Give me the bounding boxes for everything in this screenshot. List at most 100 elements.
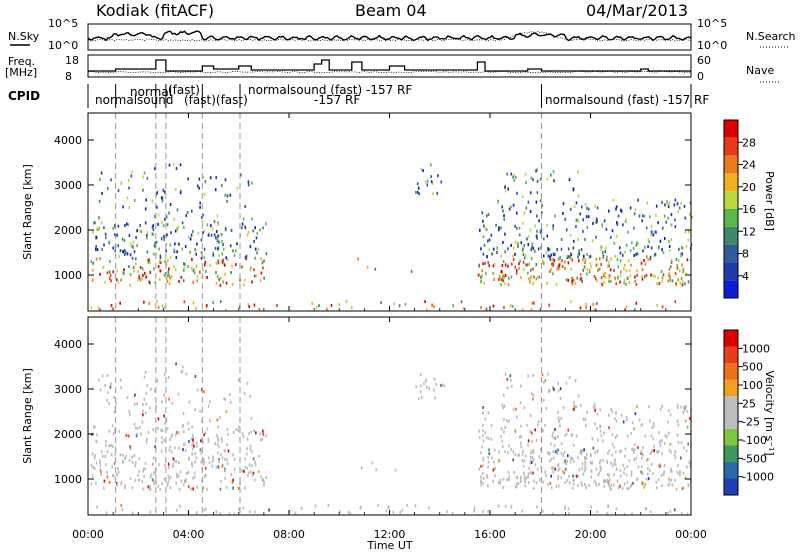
data-cell xyxy=(237,378,240,382)
data-cell xyxy=(257,470,260,473)
data-cell xyxy=(190,437,193,441)
data-cell xyxy=(102,265,105,269)
data-cell xyxy=(425,378,427,382)
data-cell xyxy=(677,423,680,427)
data-cell xyxy=(599,465,602,469)
data-cell xyxy=(522,464,525,468)
data-cell xyxy=(569,300,572,304)
data-cell xyxy=(641,472,644,475)
data-cell xyxy=(254,510,256,514)
data-cell xyxy=(157,213,160,217)
data-cell xyxy=(547,254,550,258)
data-cell xyxy=(490,423,493,427)
data-cell xyxy=(647,472,649,476)
data-cell xyxy=(606,461,609,464)
data-cell xyxy=(577,474,579,478)
data-cell xyxy=(523,477,526,481)
data-cell xyxy=(183,300,186,304)
data-cell xyxy=(577,253,580,257)
data-cell xyxy=(625,218,627,222)
data-cell xyxy=(599,459,602,463)
power-heatmap xyxy=(90,162,693,312)
data-cell xyxy=(122,453,124,457)
data-cell xyxy=(654,274,656,278)
data-cell xyxy=(552,252,555,256)
data-cell xyxy=(255,274,258,278)
data-cell xyxy=(550,474,552,478)
data-cell xyxy=(112,432,115,436)
data-cell xyxy=(503,418,505,422)
data-cell xyxy=(198,177,201,181)
data-cell xyxy=(545,406,548,410)
data-cell xyxy=(635,456,637,460)
data-cell xyxy=(142,487,144,491)
data-cell xyxy=(182,423,184,427)
data-cell xyxy=(682,486,685,490)
data-cell xyxy=(581,258,584,262)
data-cell xyxy=(584,483,586,486)
data-cell xyxy=(567,507,570,511)
data-cell xyxy=(536,168,539,172)
data-cell xyxy=(494,448,496,452)
noise-tick-left-top: 10^5 xyxy=(48,17,78,30)
data-cell xyxy=(127,434,130,438)
data-cell xyxy=(482,481,484,485)
data-cell xyxy=(535,439,538,442)
data-cell xyxy=(557,264,559,268)
data-cell xyxy=(159,256,162,260)
data-cell xyxy=(133,250,136,254)
data-cell xyxy=(251,217,253,221)
data-cell xyxy=(490,437,493,441)
data-cell xyxy=(636,273,638,277)
data-cell xyxy=(581,483,583,487)
data-cell xyxy=(480,464,482,468)
data-cell xyxy=(674,225,677,229)
data-cell xyxy=(265,434,267,438)
freq-label-2: [MHz] xyxy=(5,66,37,79)
data-cell xyxy=(128,265,130,268)
data-cell xyxy=(101,191,103,195)
data-cell xyxy=(482,464,484,468)
data-cell xyxy=(678,206,681,210)
data-cell xyxy=(686,465,688,469)
data-cell xyxy=(128,206,130,209)
data-cell xyxy=(99,257,101,261)
data-cell xyxy=(584,202,587,206)
colorbar-swatch xyxy=(724,173,738,192)
data-cell xyxy=(360,466,363,470)
data-cell xyxy=(506,172,508,176)
data-cell xyxy=(187,177,189,181)
data-cell xyxy=(203,460,206,464)
data-cell xyxy=(148,258,150,262)
data-cell xyxy=(224,178,227,182)
data-cell xyxy=(621,253,624,257)
colorbar-tick-label: 16 xyxy=(742,203,756,216)
data-cell xyxy=(577,456,579,460)
data-cell xyxy=(188,400,191,404)
data-cell xyxy=(487,261,489,265)
data-cell xyxy=(539,199,542,203)
freq-panel-frame xyxy=(87,54,692,78)
data-cell xyxy=(95,481,97,485)
data-cell xyxy=(513,471,515,474)
data-cell xyxy=(568,178,571,182)
data-cell xyxy=(205,507,207,511)
data-cell xyxy=(586,272,588,276)
data-cell xyxy=(503,217,505,221)
colorbar-swatch xyxy=(724,412,738,429)
data-cell xyxy=(250,266,252,270)
data-cell xyxy=(164,190,166,194)
data-cell xyxy=(614,458,617,462)
data-cell xyxy=(640,456,643,460)
data-cell xyxy=(250,430,253,434)
data-cell xyxy=(265,222,267,226)
data-cell xyxy=(254,226,256,230)
data-cell xyxy=(239,173,242,177)
data-cell xyxy=(199,270,201,274)
data-cell xyxy=(418,192,420,196)
data-cell xyxy=(96,433,98,437)
data-cell xyxy=(110,279,112,283)
data-cell xyxy=(193,444,195,448)
data-cell xyxy=(125,455,127,459)
